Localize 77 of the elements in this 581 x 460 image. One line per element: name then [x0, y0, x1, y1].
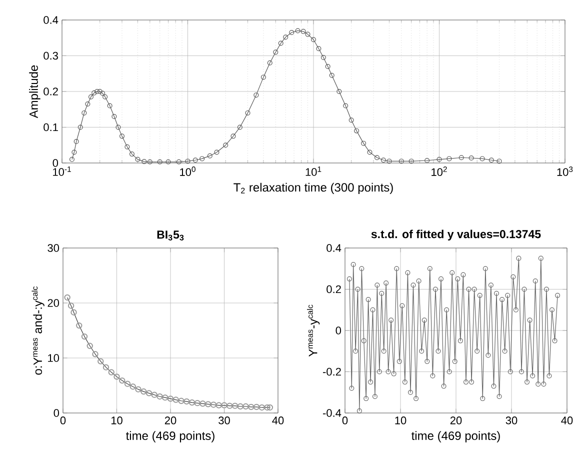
y-tick-label: -0.2: [323, 368, 341, 376]
point: [248, 404, 254, 410]
point: [167, 396, 174, 402]
point: [194, 400, 200, 406]
point: [102, 364, 110, 370]
point: [124, 380, 131, 387]
point: [266, 404, 274, 411]
x-tick-label: 10$^{3}$: [557, 166, 573, 176]
y-tick-label: 0: [52, 159, 58, 167]
point: [178, 398, 184, 404]
x-tick-label: 20: [164, 416, 176, 424]
x-tick-label: 0: [60, 416, 66, 424]
point: [108, 369, 114, 376]
y-tick-label: 0.4: [326, 244, 342, 252]
y-tick-label: 0.1: [44, 123, 58, 132]
x-tick-label: 0: [342, 416, 348, 424]
point: [184, 398, 190, 405]
x-tick-label: 10$^{-1}$: [53, 166, 71, 176]
y-axis-title: o:Y$^{meas}$ and-:y$^{calc}$: [32, 286, 44, 375]
x-tick-label: 10: [111, 416, 122, 424]
point: [151, 392, 158, 398]
chart-title: s.t.d. of fitted y values=0.13745: [371, 230, 541, 240]
y-tick-label: 0.2: [326, 285, 341, 294]
y-tick-label: 10: [48, 354, 60, 362]
x-tick-label: 10$^{0}$: [180, 166, 196, 176]
y-tick-label: 30: [48, 244, 60, 252]
point: [92, 351, 98, 358]
point: [119, 377, 126, 384]
point: [221, 402, 228, 408]
x-tick-label: 10$^{1}$: [306, 166, 322, 176]
point: [146, 390, 152, 396]
x-tick-label: 40: [561, 416, 573, 424]
point: [242, 403, 249, 410]
y-tick-label: 0.3: [44, 52, 58, 60]
point: [135, 386, 142, 392]
x-tick-label: 40: [272, 416, 284, 424]
x-tick-label: 20: [450, 416, 462, 424]
y-tick-label: 0: [54, 409, 60, 417]
x-tick-label: 10$^{2}$: [432, 166, 447, 176]
point: [156, 393, 163, 400]
point: [76, 322, 82, 329]
y-axis-title: Y$^{meas}$-y$^{calc}$: [307, 304, 320, 357]
y-tick-label: 0: [336, 326, 342, 334]
point: [226, 402, 233, 409]
point: [258, 404, 265, 411]
point: [188, 399, 196, 406]
point: [216, 402, 222, 408]
point: [172, 396, 179, 403]
point: [64, 294, 70, 301]
point: [140, 388, 147, 395]
point: [86, 342, 93, 349]
x-tick-label: 10: [395, 416, 406, 424]
x-tick-label: 30: [506, 416, 518, 424]
point: [264, 404, 270, 411]
x-axis-title: T$_{2}$ relaxation time (300 points): [234, 182, 393, 194]
point: [205, 401, 212, 408]
y-tick-label: 0.4: [44, 16, 58, 24]
point: [70, 309, 77, 316]
point: [98, 358, 104, 364]
point: [81, 333, 88, 340]
point: [253, 404, 260, 410]
point: [114, 374, 120, 380]
y-tick-label: 0.2: [44, 88, 58, 96]
x-axis-title: time (469 points): [412, 431, 500, 442]
chart-title: BI$_{3}$5$_{3}$: [157, 230, 184, 240]
point: [232, 402, 238, 409]
point: [68, 302, 74, 309]
y-axis-title: Amplitude: [29, 65, 40, 118]
point: [237, 403, 244, 410]
y-tick-label: -0.4: [323, 409, 342, 417]
y-tick-label: 20: [48, 299, 60, 307]
x-tick-label: 30: [218, 416, 230, 424]
point: [162, 394, 168, 401]
x-axis-title: time (469 points): [126, 431, 214, 442]
point: [130, 383, 136, 390]
point: [200, 400, 206, 407]
point: [210, 402, 217, 408]
